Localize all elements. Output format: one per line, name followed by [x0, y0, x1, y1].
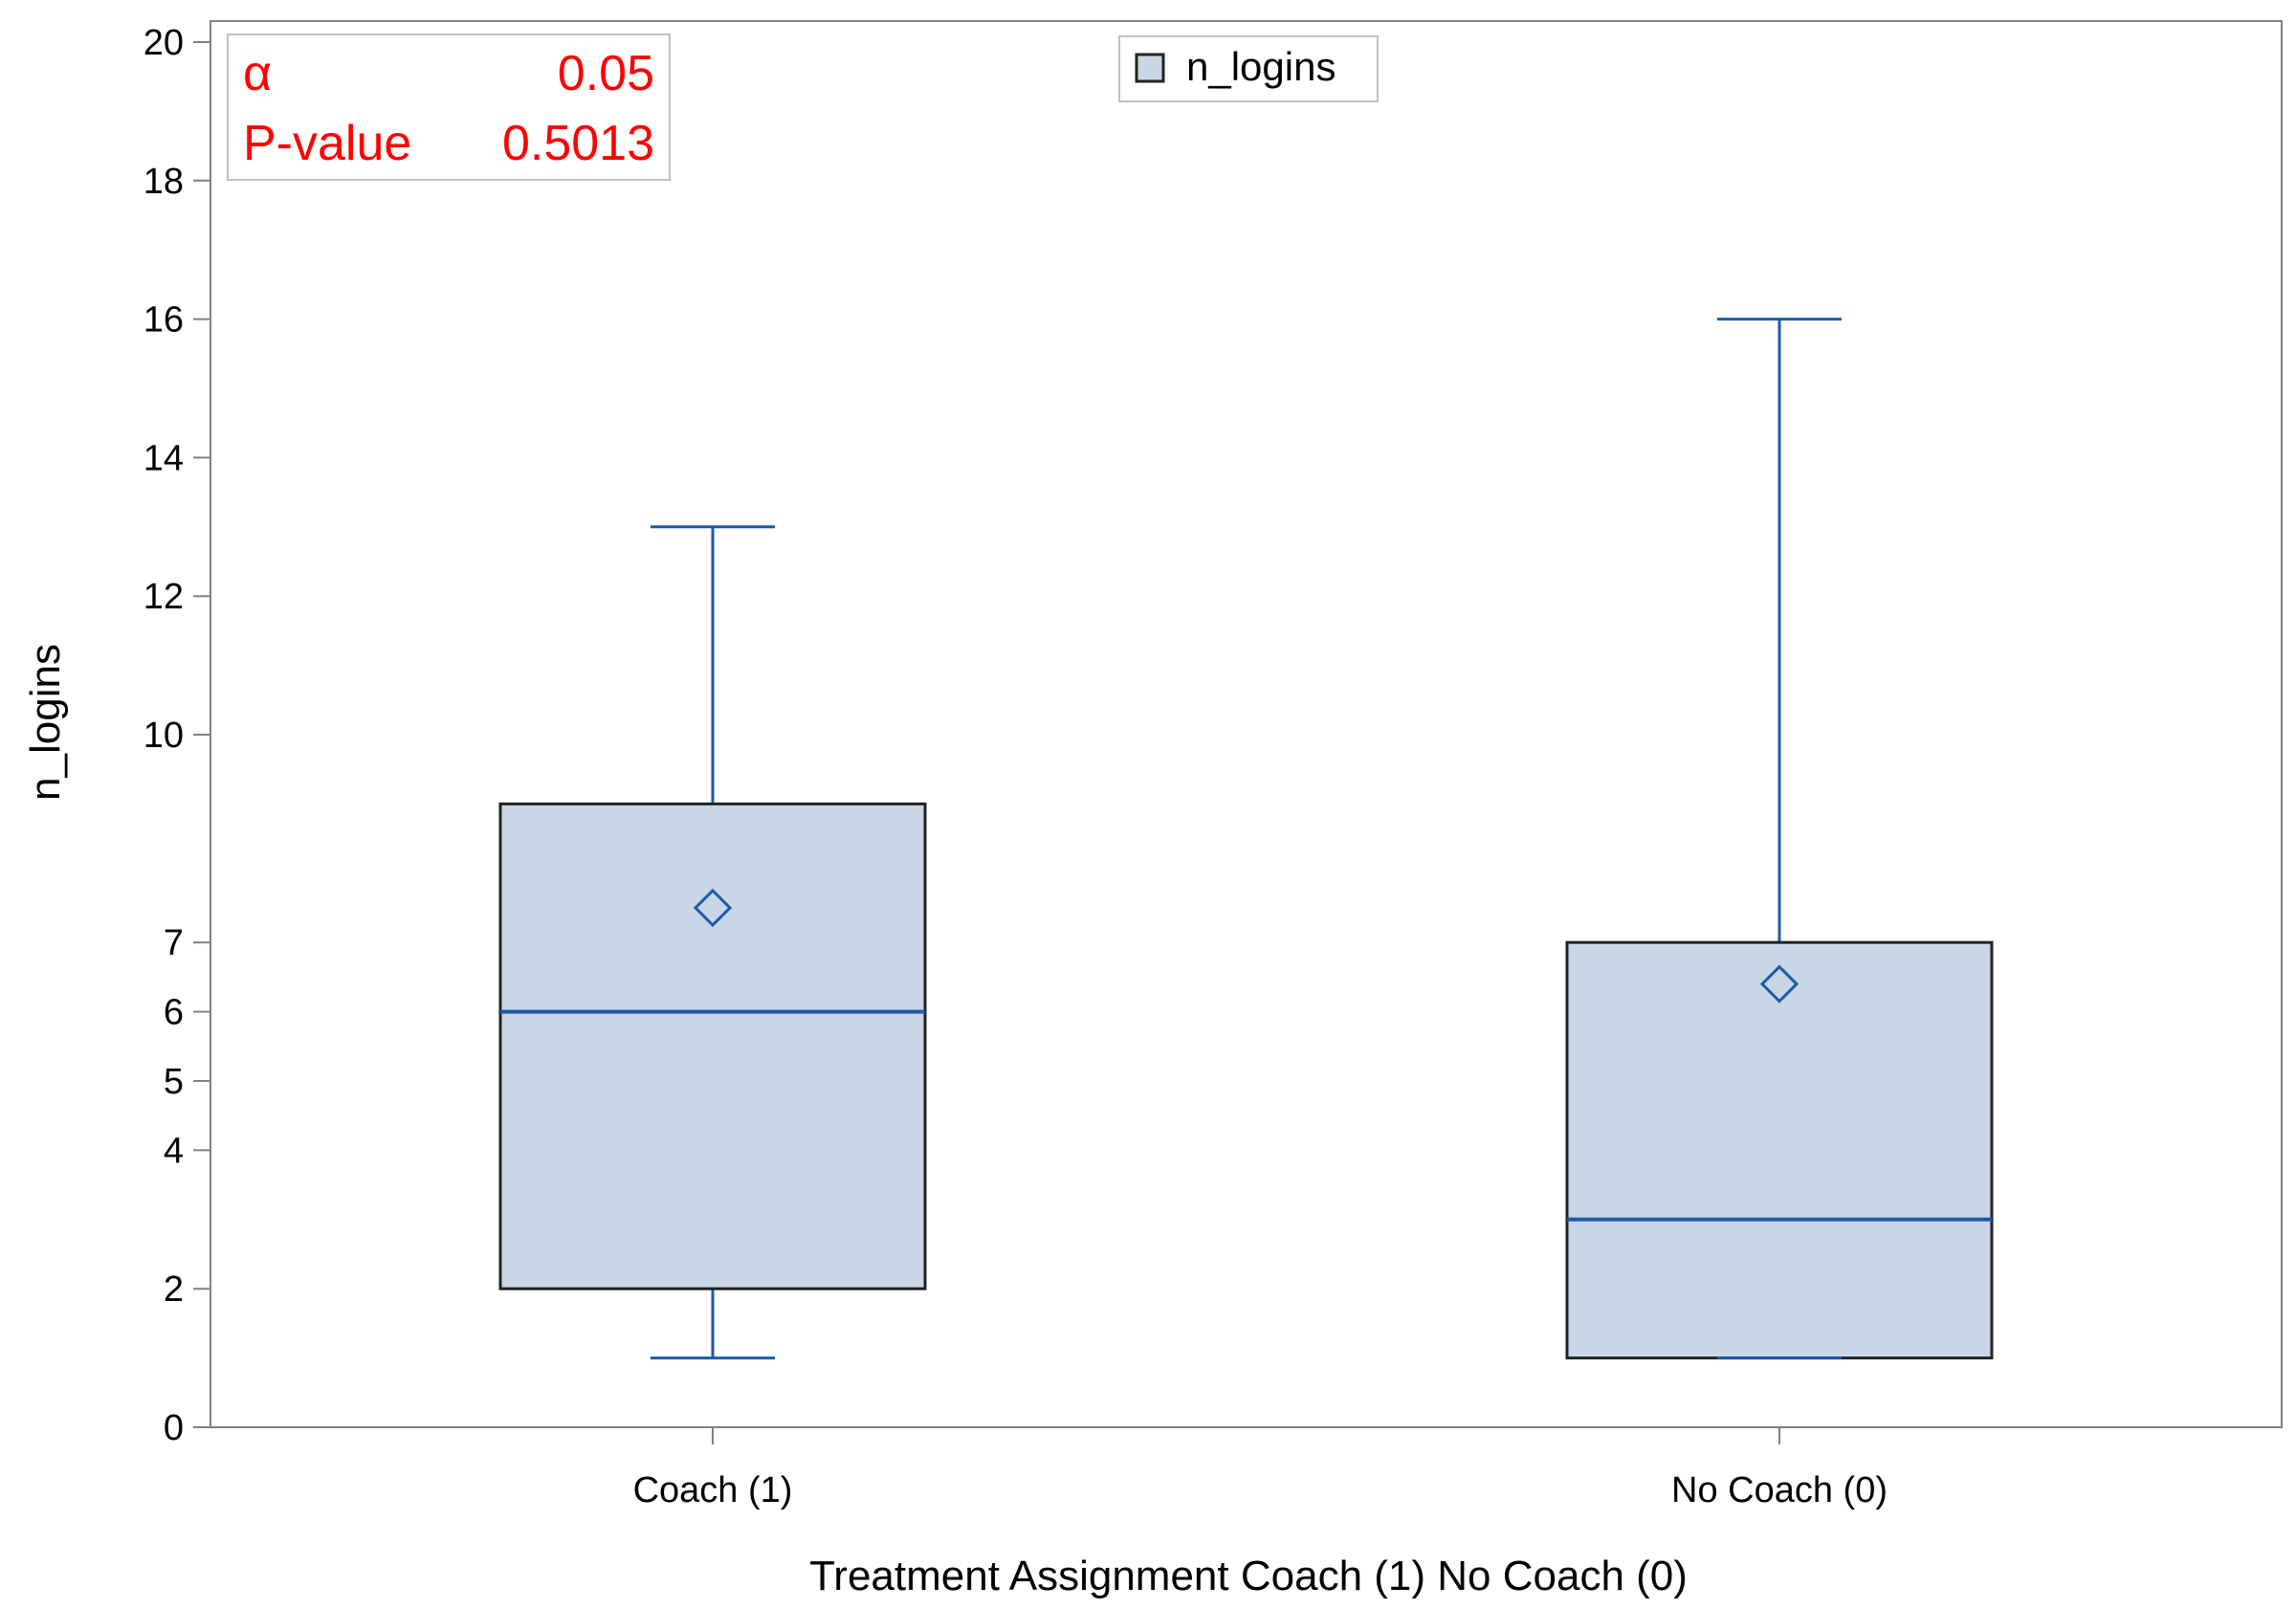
- y-tick-label: 18: [144, 162, 184, 202]
- box-group: [498, 525, 927, 1360]
- box: [498, 802, 927, 1290]
- y-tick-label: 0: [164, 1408, 184, 1448]
- mean-marker: [693, 888, 733, 928]
- y-tick-label: 14: [144, 438, 184, 478]
- legend-swatch: [1135, 53, 1165, 83]
- y-tick-label: 16: [144, 300, 184, 341]
- y-tick-label: 4: [164, 1131, 184, 1171]
- y-tick-label: 20: [144, 23, 184, 63]
- y-tick-label: 6: [164, 993, 184, 1033]
- stats-inset-frame: [227, 33, 671, 181]
- plot-frame-group: [210, 20, 2283, 1428]
- legend-label: n_logins: [1186, 44, 1336, 89]
- pvalue-label: P-value: [243, 116, 411, 171]
- box: [1565, 940, 1994, 1360]
- alpha-label: α: [243, 46, 272, 101]
- pvalue-value: 0.5013: [502, 116, 654, 171]
- y-axis: 0 2 4 5 6 7 10 12 14 16 18 20: [144, 23, 210, 1448]
- stats-inset: α 0.05 P-value 0.5013: [227, 33, 671, 181]
- plot-frame: [210, 20, 2283, 1428]
- boxes: [498, 318, 1994, 1360]
- y-tick-label: 5: [164, 1062, 184, 1102]
- alpha-value: 0.05: [558, 46, 654, 101]
- y-tick-label: 10: [144, 716, 184, 756]
- y-axis-title: n_logins: [22, 644, 69, 801]
- x-tick-label: Coach (1): [633, 1470, 793, 1510]
- y-tick-label: 2: [164, 1269, 184, 1310]
- mean-marker: [1759, 964, 1799, 1003]
- x-tick-label: No Coach (0): [1671, 1470, 1888, 1510]
- legend: n_logins: [1118, 35, 1379, 102]
- x-axis-title: Treatment Assignment Coach (1) No Coach …: [809, 1553, 1688, 1599]
- y-tick-label: 7: [164, 923, 184, 963]
- x-axis: Coach (1) No Coach (0): [633, 1427, 1888, 1510]
- box-group: [1565, 318, 1994, 1360]
- y-tick-label: 12: [144, 577, 184, 617]
